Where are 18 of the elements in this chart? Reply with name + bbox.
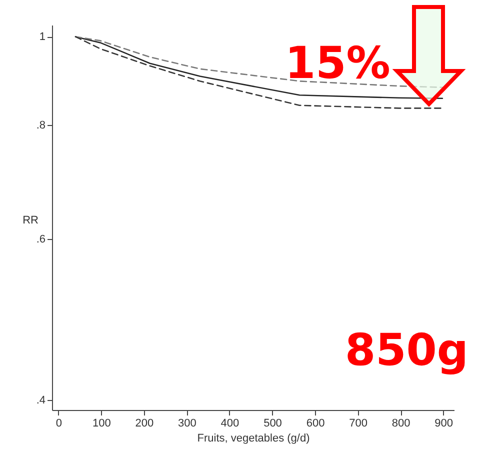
y-tick-label: .6 <box>36 234 46 246</box>
x-tick-label: 900 <box>434 418 453 430</box>
y-tick-label: .8 <box>36 120 46 132</box>
x-tick-label: 100 <box>92 418 111 430</box>
x-axis-title: Fruits, vegetables (g/d) <box>197 432 310 444</box>
x-tick-label: 700 <box>349 418 368 430</box>
y-tick-label: 1 <box>39 31 46 44</box>
x-tick-label: 500 <box>264 418 282 430</box>
x-tick-label: 600 <box>306 418 325 430</box>
annotation: 850g <box>345 325 468 376</box>
x-tick-label: 800 <box>392 418 410 430</box>
x-tick-label: 200 <box>135 418 154 430</box>
x-tick-label: 300 <box>178 418 196 430</box>
x-tick-label: 400 <box>220 418 240 430</box>
y-axis-title: RR <box>22 214 39 226</box>
annotation: 15% <box>285 38 390 89</box>
y-tick-label: .4 <box>36 394 46 406</box>
x-tick-label: 0 <box>56 418 62 430</box>
